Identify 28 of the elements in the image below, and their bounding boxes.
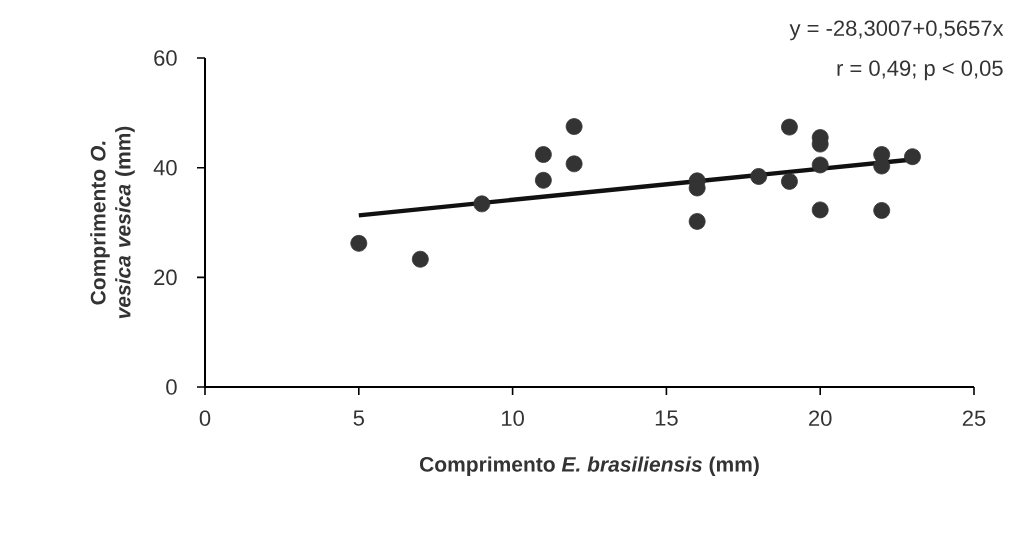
y-tick-label: 0 — [166, 379, 177, 395]
point — [411, 250, 429, 268]
annotation: r = 0,49; p < 0,05 — [837, 60, 1003, 81]
y-tick-label: 20 — [154, 269, 177, 286]
point — [781, 118, 798, 136]
x-tick-label: 10 — [502, 410, 524, 426]
text: y = -28,3007+0,5657x — [789, 20, 1004, 41]
x-tick-label: 15 — [655, 410, 678, 426]
x-tick-label: 25 — [962, 410, 986, 426]
point — [534, 146, 552, 163]
point — [565, 118, 583, 135]
point — [750, 168, 768, 185]
x-tick-label: 20 — [809, 410, 832, 426]
point — [688, 213, 706, 230]
y-tick-label: 60 — [154, 50, 177, 66]
y-tick-label: 40 — [153, 159, 177, 176]
x-tick-label: 5 — [353, 410, 364, 426]
point — [350, 234, 368, 252]
x-axis-title: Comprimento E. brasiliensis (mm) — [419, 456, 759, 476]
point — [565, 155, 583, 173]
point — [811, 201, 829, 219]
point — [811, 156, 829, 174]
point — [781, 172, 798, 190]
point — [904, 148, 921, 166]
point — [473, 195, 491, 213]
x-tick-label: 0 — [199, 410, 211, 426]
point — [534, 171, 552, 189]
point — [873, 202, 891, 219]
